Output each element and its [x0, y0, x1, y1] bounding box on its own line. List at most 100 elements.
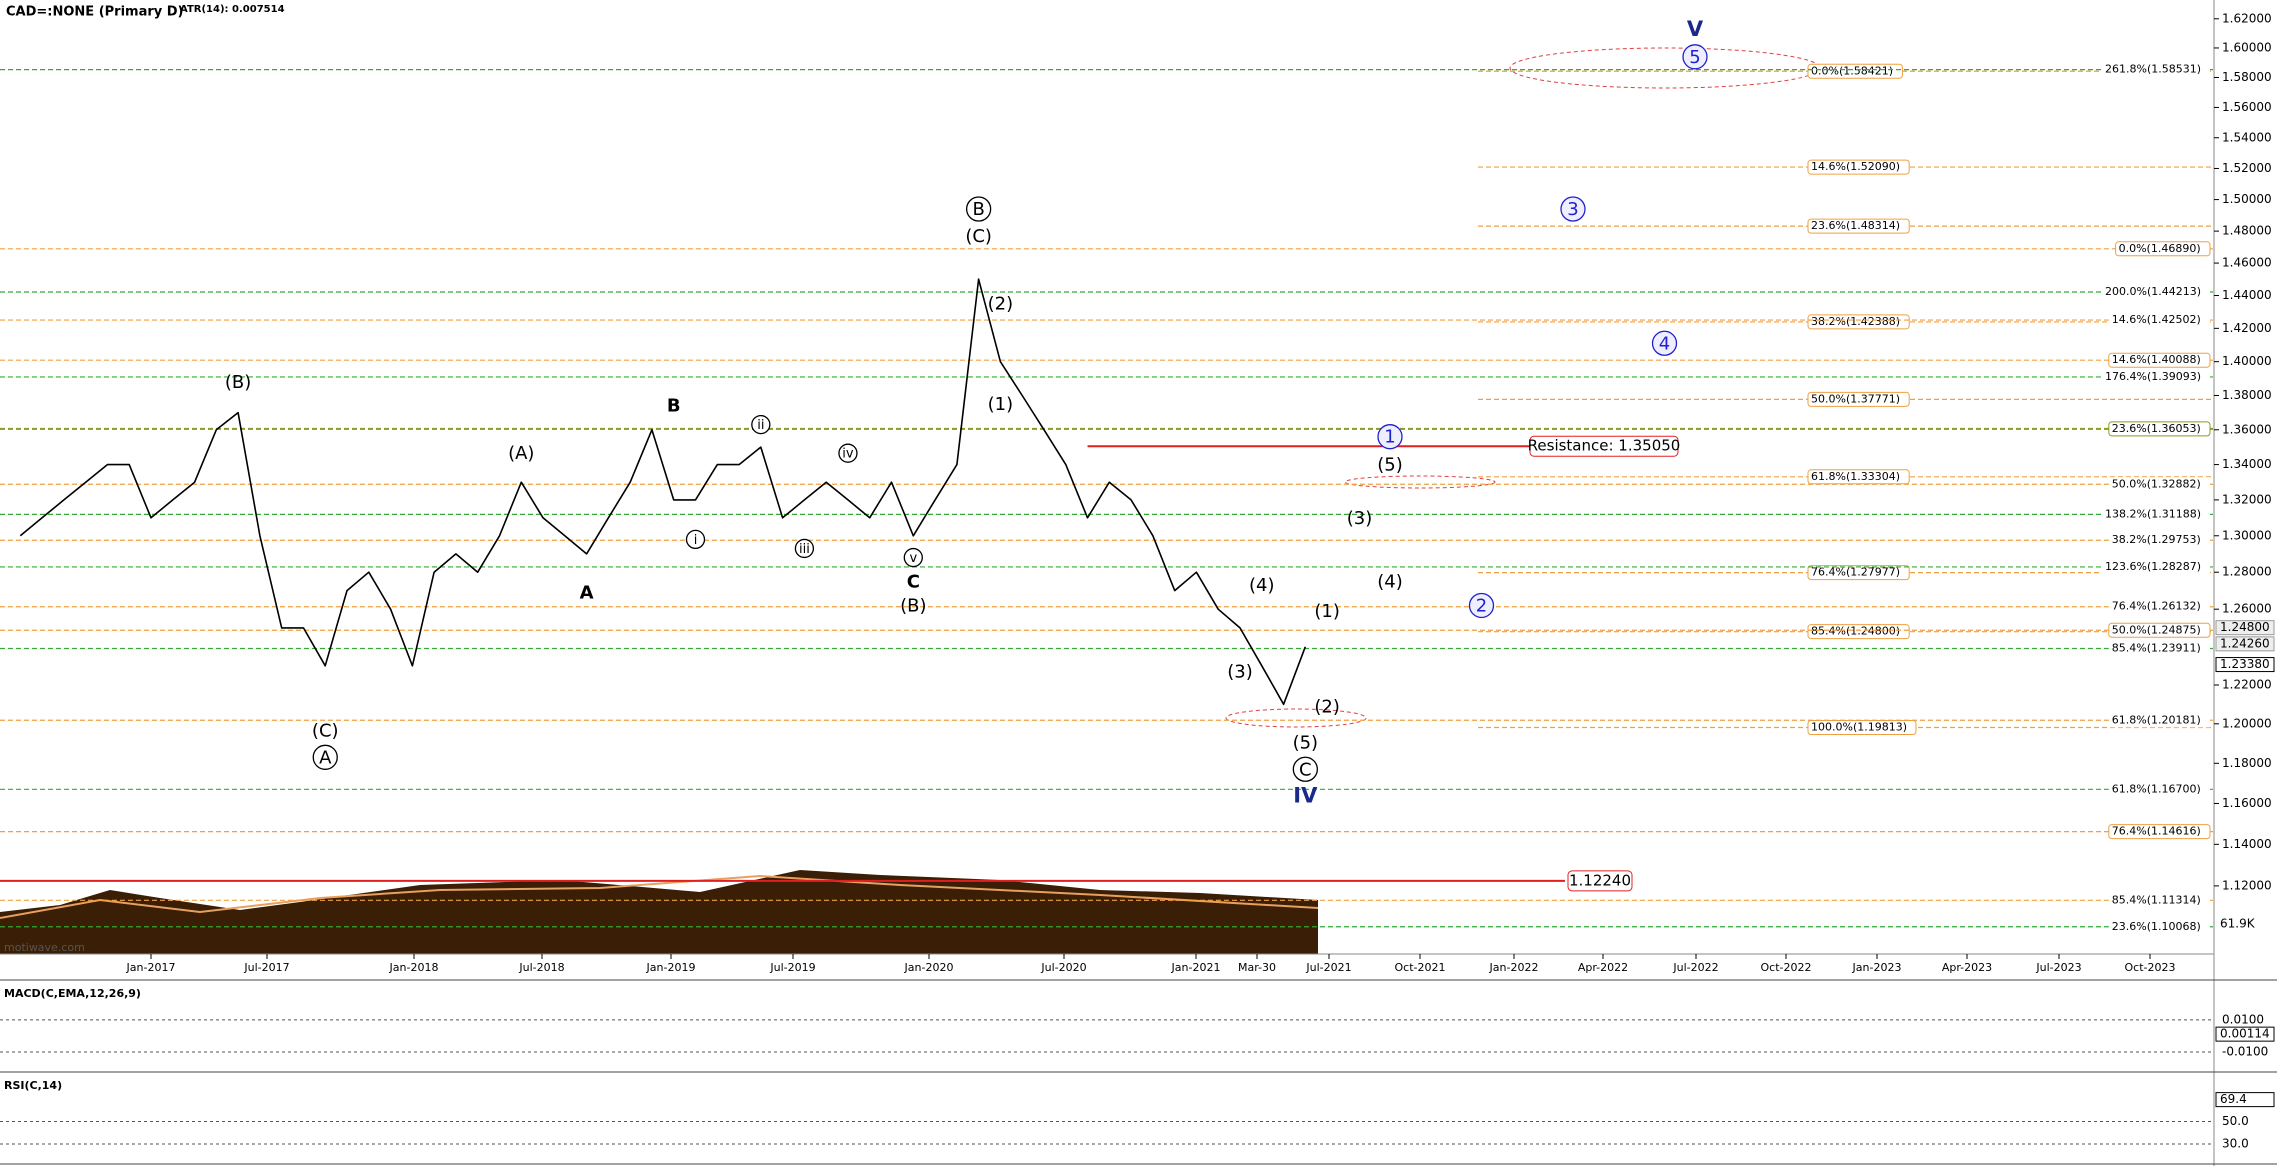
fib-label-box: [1807, 159, 1910, 175]
wave-label: A: [580, 582, 594, 603]
x-tick-label: Jul-2017: [243, 961, 289, 974]
fib-label: 85.4%(1.23911): [2112, 641, 2201, 654]
support-label: 1.12240: [1569, 871, 1631, 889]
y-tick-label: 1.42000: [2222, 321, 2272, 335]
resistance-label: Resistance: 1.35050: [1528, 437, 1681, 455]
wave-label: (5): [1377, 455, 1403, 476]
wave-label: C: [1299, 759, 1312, 780]
fib-label-bg: [2102, 62, 2210, 77]
fib-label-bg: [2108, 313, 2210, 328]
price-label: 1.24800: [2220, 620, 2270, 634]
x-tick-label: Jan-2021: [1171, 961, 1221, 974]
fib-label-bg: [2108, 533, 2210, 548]
fib-label-bg: [2102, 507, 2210, 522]
y-tick-label: 1.58000: [2222, 70, 2272, 84]
fib-label: 123.6%(1.28287): [2105, 560, 2201, 573]
fib-label: 200.0%(1.44213): [2105, 285, 2201, 298]
fib-label: 23.6%(1.48314): [1811, 219, 1900, 232]
price-label: 1.23380: [2220, 657, 2270, 671]
wave-circle: [1377, 424, 1403, 450]
x-tick-label: Apr-2022: [1578, 961, 1628, 974]
wave-ellipse: [1344, 475, 1496, 489]
wave-circle: [903, 547, 923, 568]
y-tick-label: 1.54000: [2222, 130, 2272, 144]
fib-label: 100.0%(1.19813): [1811, 720, 1907, 733]
x-tick-label: Jul-2023: [2035, 961, 2081, 974]
y-tick-label: 1.26000: [2222, 602, 2272, 616]
wave-label: 1: [1384, 427, 1395, 448]
wave-label: iii: [799, 542, 810, 557]
atr-label: ATR(14): 0.007514: [180, 4, 285, 15]
wave-circle: [1292, 756, 1318, 782]
fib-label: 85.4%(1.24800): [1811, 625, 1900, 638]
price-line: [19, 278, 1307, 706]
fib-label-box: [1807, 314, 1910, 330]
x-tick-label: Jan-2017: [126, 961, 176, 974]
fib-label-box: [1807, 719, 1917, 735]
fib-label-box: [2108, 421, 2211, 437]
y-tick-label: 1.46000: [2222, 256, 2272, 270]
wave-label: ii: [757, 418, 764, 433]
panel-tick-label: 0.0100: [2222, 1012, 2264, 1026]
y-tick-label: 1.38000: [2222, 388, 2272, 402]
x-tick-label: Jul-2020: [1040, 961, 1086, 974]
y-tick-label: 1.36000: [2222, 422, 2272, 436]
fib-label-bg: [2102, 559, 2210, 574]
wave-label: 5: [1689, 47, 1700, 68]
panel-tick-label: -0.0100: [2222, 1045, 2268, 1059]
fib-label: 14.6%(1.42502): [2112, 313, 2201, 326]
fib-label: 85.4%(1.11314): [2112, 893, 2201, 906]
x-tick-label: Mar-30: [1238, 961, 1276, 974]
fib-label-bg: [2108, 893, 2210, 908]
x-tick-label: Jan-2019: [646, 961, 696, 974]
panel-title: RSI(C,14): [4, 1079, 62, 1092]
fib-label: 50.0%(1.32882): [2112, 477, 2201, 490]
y-tick-label: 1.40000: [2222, 354, 2272, 368]
fib-label: 14.6%(1.40088): [2112, 353, 2201, 366]
fib-label: 76.4%(1.26132): [2112, 600, 2201, 613]
wave-label: iv: [842, 447, 854, 462]
wave-label: B: [972, 199, 984, 220]
wave-circle: [1560, 196, 1586, 222]
fib-label-box: [2115, 241, 2211, 257]
y-tick-label: 1.12000: [2222, 878, 2272, 892]
x-tick-label: Oct-2022: [1761, 961, 1812, 974]
fib-label-bg: [2108, 477, 2210, 492]
resistance-box: [1529, 435, 1679, 457]
fib-label-box: [1807, 63, 1903, 79]
fib-label-box: [1807, 624, 1910, 640]
panel-last-box: [2215, 1026, 2275, 1042]
wave-label: (A): [508, 443, 534, 464]
x-tick-label: Jul-2022: [1672, 961, 1718, 974]
fib-label-bg: [2108, 919, 2210, 934]
wave-label: (4): [1249, 575, 1275, 596]
wave-label: (3): [1227, 662, 1253, 683]
wave-label: (3): [1347, 508, 1373, 529]
y-tick-label: 1.30000: [2222, 528, 2272, 542]
fib-label: 61.8%(1.33304): [1811, 470, 1900, 483]
y-tick-label: 1.62000: [2222, 11, 2272, 25]
wave-label: V: [1687, 17, 1704, 41]
y-tick-label: 1.22000: [2222, 677, 2272, 691]
watermark: motiwave.com: [4, 941, 85, 954]
wave-label: (B): [225, 372, 251, 393]
fib-label: 23.6%(1.36053): [2112, 422, 2201, 435]
wave-label: (2): [1314, 696, 1340, 717]
price-label-box: [2215, 657, 2275, 673]
wave-label: (1): [1314, 601, 1340, 622]
x-tick-label: Jan-2023: [1852, 961, 1902, 974]
wave-circle: [1651, 330, 1678, 356]
fib-label: 23.6%(1.10068): [2112, 920, 2201, 933]
wave-label: (4): [1377, 571, 1403, 592]
fib-label-box: [1807, 218, 1910, 234]
fib-label: 176.4%(1.39093): [2105, 370, 2201, 383]
y-tick-label: 1.60000: [2222, 40, 2272, 54]
wave-label: 3: [1567, 199, 1578, 220]
x-tick-label: Jul-2018: [518, 961, 564, 974]
panel-tick-label: 50.0: [2222, 1114, 2249, 1128]
fib-label: 76.4%(1.14616): [2112, 825, 2201, 838]
fib-label: 50.0%(1.37771): [1811, 392, 1900, 405]
y-tick-label: 1.56000: [2222, 100, 2272, 114]
fib-label: 0.0%(1.46890): [2119, 242, 2201, 255]
wave-label: (2): [988, 294, 1014, 315]
